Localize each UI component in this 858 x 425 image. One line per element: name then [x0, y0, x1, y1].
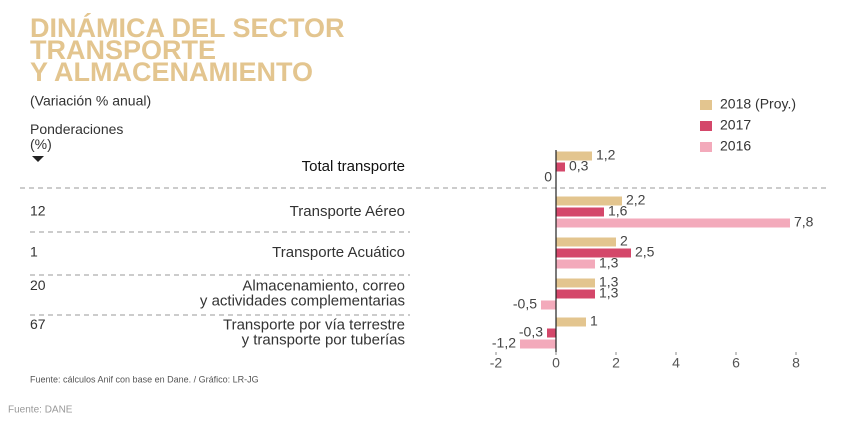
weight-label: 12 [30, 203, 46, 219]
panel [0, 0, 845, 395]
value-label: -0,5 [513, 296, 537, 312]
category-label: Transporte Aéreo [290, 203, 405, 220]
bar [541, 300, 556, 310]
legend-label: 2018 (Proy.) [720, 96, 796, 112]
value-label: 1,3 [599, 285, 619, 301]
weights-label: Ponderaciones (%) [30, 121, 123, 152]
value-label: 2,2 [626, 192, 646, 208]
x-tick-label: 6 [732, 355, 740, 371]
bar [556, 248, 631, 258]
value-label: 1,3 [599, 255, 619, 271]
arrow-icon [32, 156, 44, 162]
bar [556, 151, 592, 161]
bar [556, 278, 595, 288]
chart-title: DINÁMICA DEL SECTOR TRANSPORTE Y ALMACENAM… [30, 12, 345, 87]
value-label: 1,2 [596, 147, 616, 163]
value-label: -1,2 [492, 335, 516, 351]
bar [520, 339, 556, 349]
subtitle: (Variación % anual) [30, 93, 151, 109]
source: Fuente: DANE [8, 405, 73, 416]
x-tick-label: 4 [672, 355, 680, 371]
category-label: Transporte por vía terrestre y transporte… [223, 316, 405, 348]
bar [556, 207, 604, 217]
legend-label: 2017 [720, 117, 751, 133]
value-label: 1,3 [599, 274, 619, 290]
legend-swatch [700, 142, 712, 152]
category-label: Almacenamiento, correo y actividades comp… [200, 277, 405, 309]
legend-swatch [700, 121, 712, 131]
value-label: 0 [544, 169, 552, 185]
value-label: 1 [590, 313, 598, 329]
value-label: 1,6 [608, 203, 628, 219]
x-tick-label: 2 [612, 355, 620, 371]
bar [556, 196, 622, 206]
category-label: Total transporte [302, 158, 405, 175]
weight-label: 1 [30, 244, 38, 260]
footnote: Fuente: cálculos Anif con base en Dane. … [30, 374, 259, 384]
legend-swatch [700, 100, 712, 110]
weight-label: 20 [30, 277, 46, 293]
category-label: Transporte Acuático [272, 244, 405, 261]
bar [556, 289, 595, 299]
value-label: 2,5 [635, 244, 655, 260]
x-tick-label: 0 [552, 355, 560, 371]
bar [556, 162, 565, 172]
bar [556, 218, 790, 228]
value-label: -0,3 [519, 324, 543, 340]
legend-label: 2016 [720, 138, 751, 154]
bar [547, 328, 556, 338]
value-label: 0,3 [569, 158, 589, 174]
value-label: 7,8 [794, 214, 814, 230]
bar [556, 259, 595, 269]
value-label: 2 [620, 233, 628, 249]
weight-label: 67 [30, 316, 46, 332]
bar [556, 317, 586, 327]
x-tick-label: 8 [792, 355, 800, 371]
bar [556, 237, 616, 247]
x-tick-label: -2 [490, 355, 503, 371]
